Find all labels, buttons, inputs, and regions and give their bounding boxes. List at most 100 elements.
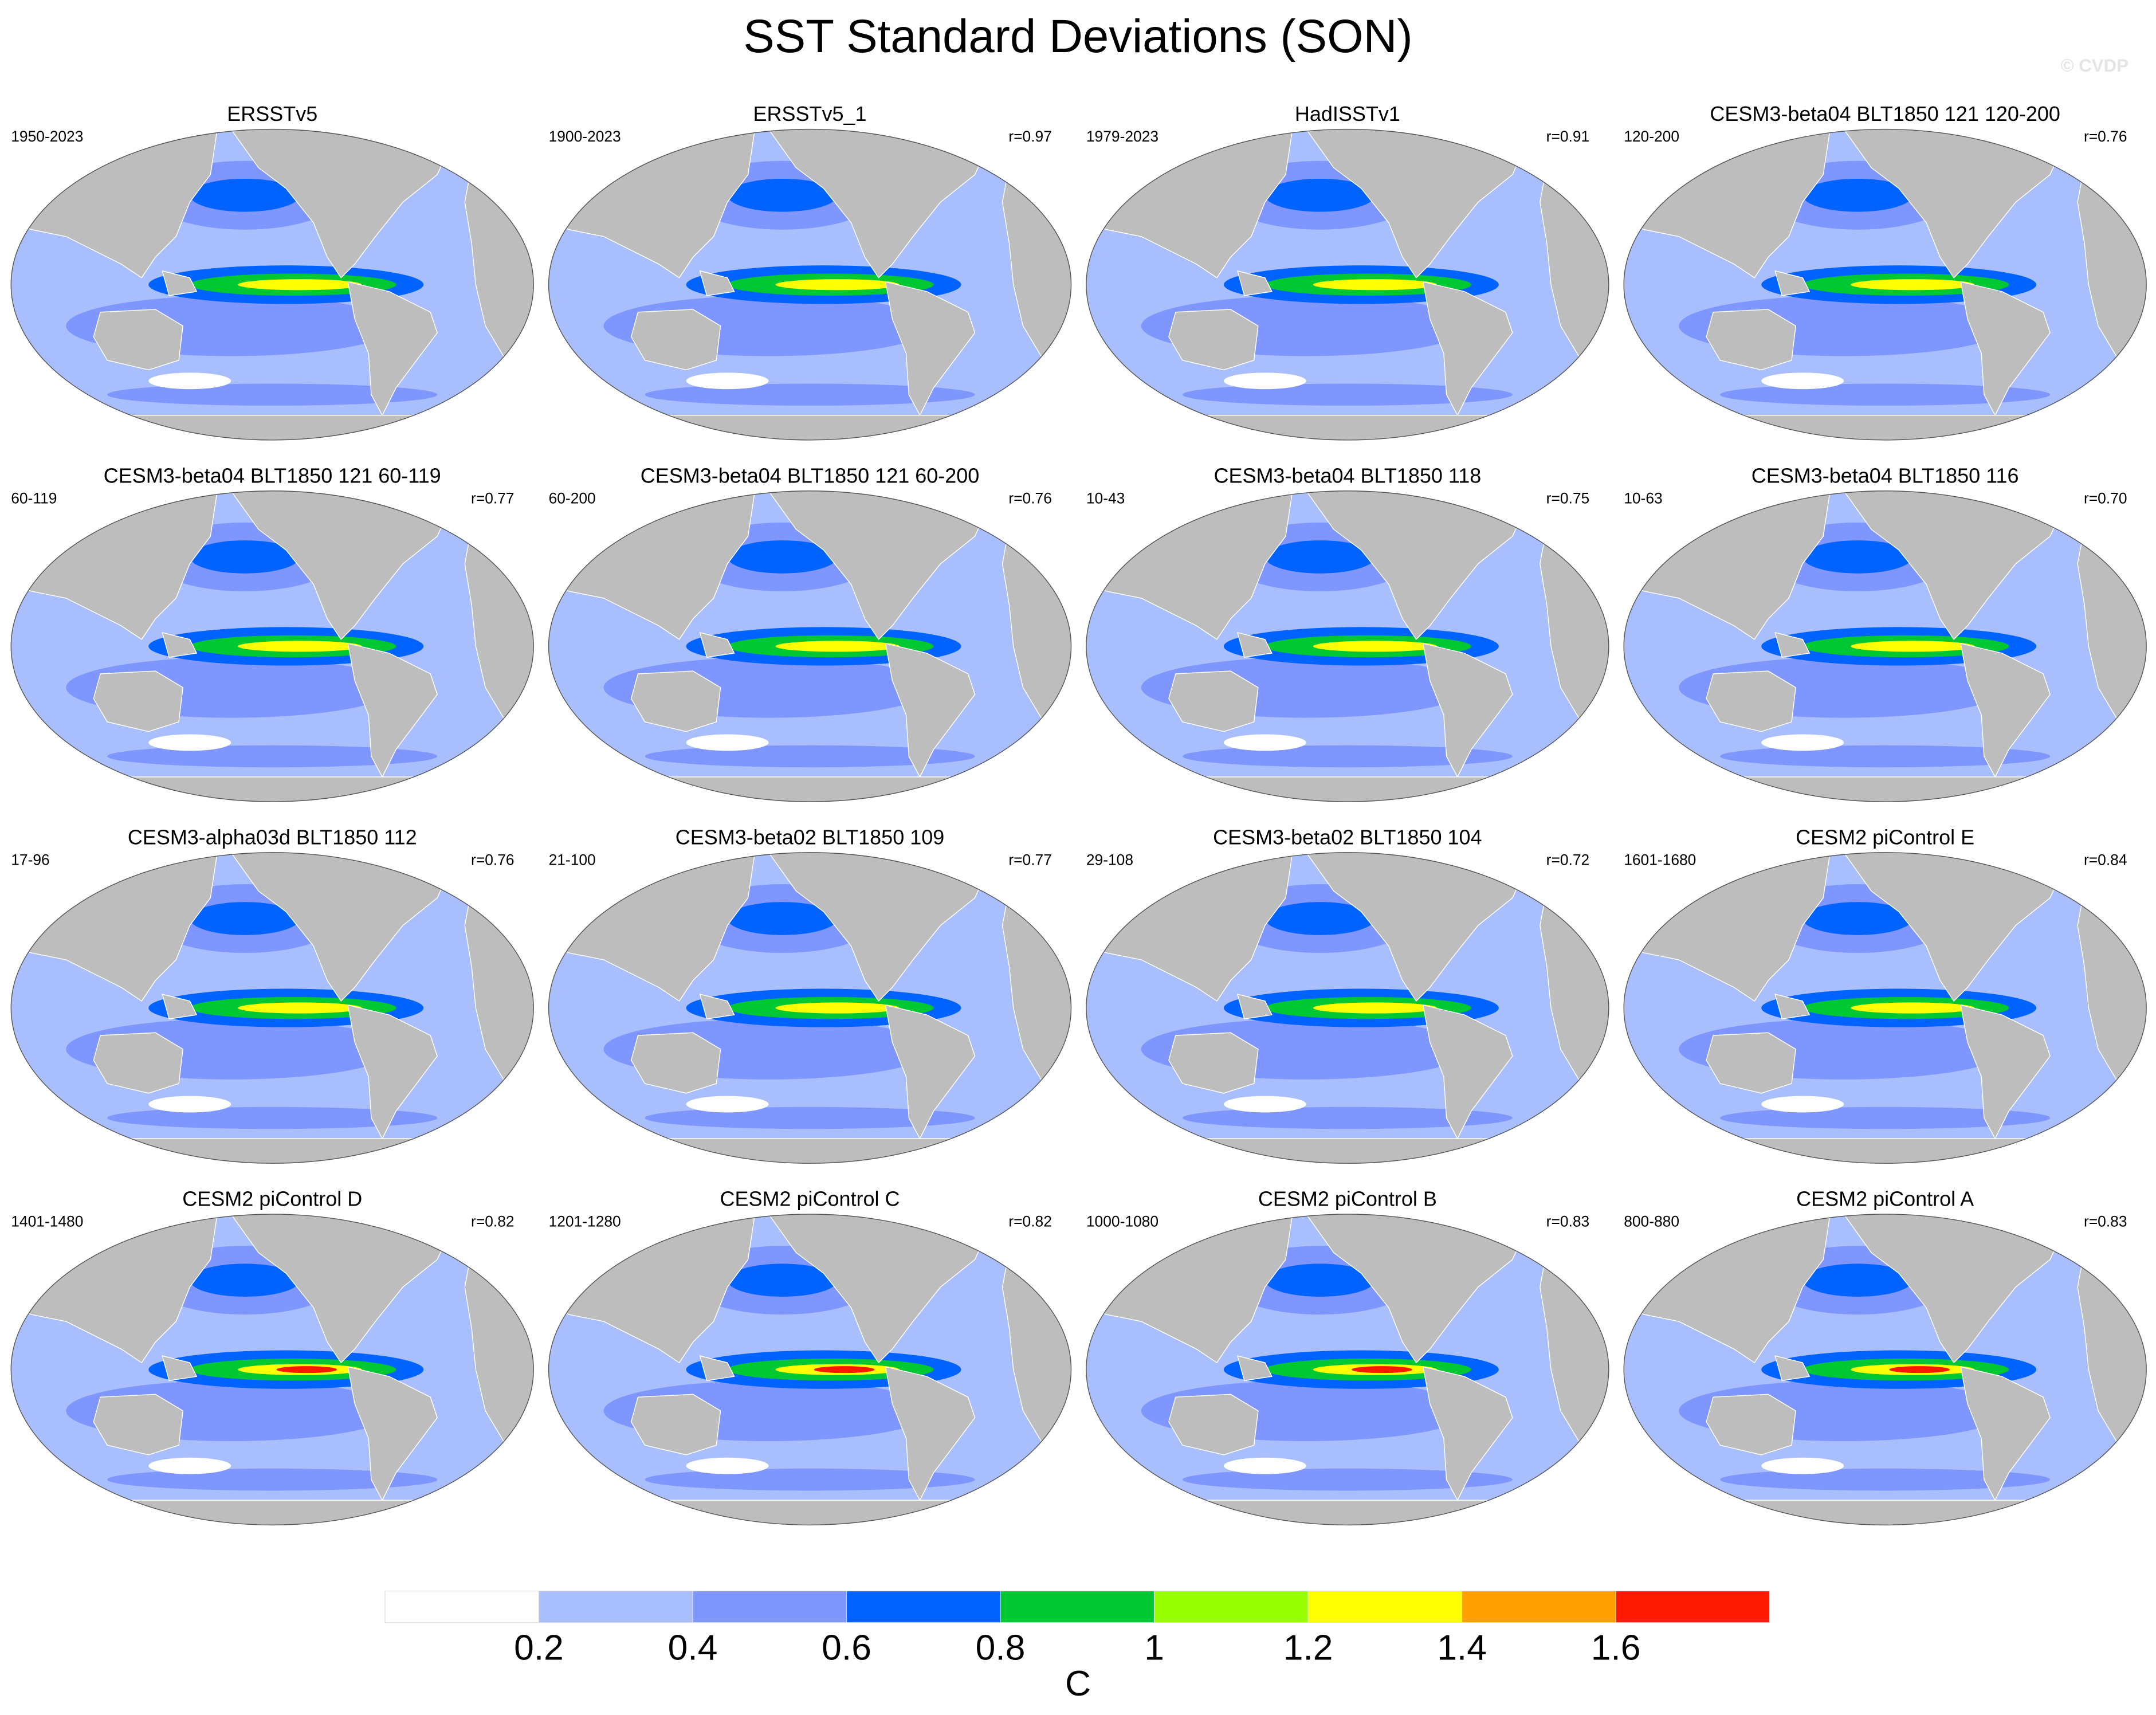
- panel-title: CESM2 piControl D: [182, 1187, 362, 1211]
- land: [1236, 631, 1273, 658]
- panel-r: r=0.75: [1546, 489, 1590, 507]
- land: [162, 1355, 198, 1382]
- sst-patch: [1223, 1457, 1306, 1474]
- panel-r: r=0.91: [1546, 128, 1590, 145]
- sst-patch: [1264, 902, 1375, 935]
- panel-title: CESM2 piControl C: [720, 1187, 900, 1211]
- land: [347, 643, 438, 778]
- panel-period: 120-200: [1624, 128, 1679, 145]
- land: [1706, 1394, 1796, 1455]
- colorbar-tick-label: 1: [1144, 1628, 1164, 1668]
- sst-patch: [1223, 1096, 1306, 1113]
- land: [1086, 1500, 1609, 1525]
- map-outline: [1086, 128, 1609, 441]
- land: [93, 670, 184, 732]
- sst-patch: [1761, 1457, 1844, 1474]
- sst-patch: [645, 1468, 975, 1491]
- panel-title: CESM3-beta04 BLT1850 121 60-200: [641, 464, 979, 487]
- land: [230, 129, 459, 278]
- sst-patch: [686, 372, 769, 390]
- sst-patch: [1182, 1106, 1513, 1129]
- sst-patch: [727, 902, 838, 935]
- sst-patch: [727, 178, 838, 212]
- sst-patch: [238, 641, 362, 652]
- sst-patch: [1313, 1002, 1437, 1014]
- map-outline: [10, 490, 534, 802]
- colorbar-label: C: [1065, 1664, 1091, 1704]
- figure-title: SST Standard Deviations (SON): [743, 10, 1412, 62]
- watermark: © CVDP: [2061, 56, 2128, 76]
- colorbar-box: [1307, 1590, 1463, 1623]
- sst-patch: [190, 1263, 300, 1297]
- map: [1086, 852, 1609, 1164]
- sst-patch: [1264, 1263, 1375, 1297]
- panel-r: r=0.83: [2084, 1213, 2127, 1230]
- panel-title: ERSSTv5_1: [753, 102, 867, 125]
- land: [1422, 281, 1513, 417]
- sst-patch: [1802, 540, 1913, 574]
- map-clip: [11, 490, 534, 802]
- sst-patch: [1352, 1366, 1412, 1373]
- panel-title: HadISSTv1: [1295, 102, 1400, 125]
- land: [885, 1004, 976, 1140]
- sst-patch: [190, 178, 300, 212]
- map: [548, 128, 1072, 441]
- map-clip: [548, 1214, 1071, 1525]
- panel-period: 29-108: [1086, 851, 1133, 868]
- sst-patch: [1889, 1366, 1950, 1373]
- map-outline: [1623, 1214, 2147, 1526]
- land: [1706, 309, 1796, 371]
- land: [1624, 776, 2147, 802]
- map-clip: [1086, 1214, 1609, 1525]
- sst-patch: [1851, 279, 1975, 291]
- land: [1843, 490, 2072, 641]
- land: [162, 994, 198, 1020]
- panel-period: 1979-2023: [1086, 128, 1158, 145]
- map-clip: [1624, 490, 2147, 802]
- colorbar-box: [1615, 1590, 1770, 1623]
- panel-r: r=0.83: [1546, 1213, 1590, 1230]
- sst-patch: [148, 734, 231, 751]
- map: [10, 852, 534, 1164]
- map-outline: [1086, 1214, 1609, 1526]
- panel-period: 1000-1080: [1086, 1213, 1158, 1230]
- land: [768, 490, 996, 641]
- sst-patch: [1182, 1468, 1513, 1491]
- map-clip: [11, 129, 534, 440]
- map: [1086, 1214, 1609, 1526]
- land: [11, 1500, 534, 1525]
- land: [1843, 852, 2072, 1002]
- panel-title: CESM3-alpha03d BLT1850 112: [128, 825, 417, 849]
- sst-patch: [238, 279, 362, 291]
- land: [1706, 670, 1796, 732]
- map-clip: [1624, 1214, 2147, 1525]
- sst-patch: [775, 641, 900, 652]
- map-outline: [548, 852, 1072, 1164]
- colorbar-box: [538, 1590, 693, 1623]
- land: [11, 1138, 534, 1164]
- sst-patch: [1802, 902, 1913, 935]
- land: [1236, 994, 1273, 1020]
- sst-patch: [1851, 1002, 1975, 1014]
- land: [1422, 1004, 1513, 1140]
- land: [1960, 1366, 2051, 1501]
- panel-title: CESM2 piControl E: [1796, 825, 1974, 849]
- sst-patch: [107, 383, 438, 406]
- land: [768, 129, 996, 278]
- map-outline: [1623, 852, 2147, 1164]
- map-outline: [10, 852, 534, 1164]
- panel-period: 800-880: [1624, 1213, 1679, 1230]
- sst-patch: [1720, 1106, 2051, 1129]
- sst-patch: [1851, 641, 1975, 652]
- land: [1422, 1366, 1513, 1501]
- land: [699, 631, 735, 658]
- panel-title: CESM2 piControl B: [1258, 1187, 1437, 1211]
- map: [10, 128, 534, 441]
- colorbar-tick-label: 0.8: [976, 1628, 1026, 1668]
- panel-title: CESM3-beta04 BLT1850 121 60-119: [104, 464, 441, 487]
- land: [1843, 1214, 2072, 1364]
- colorbar-tick-label: 1.4: [1437, 1628, 1487, 1668]
- panel-r: r=0.82: [471, 1213, 515, 1230]
- land: [93, 1032, 184, 1094]
- colorbar-box: [846, 1590, 1001, 1623]
